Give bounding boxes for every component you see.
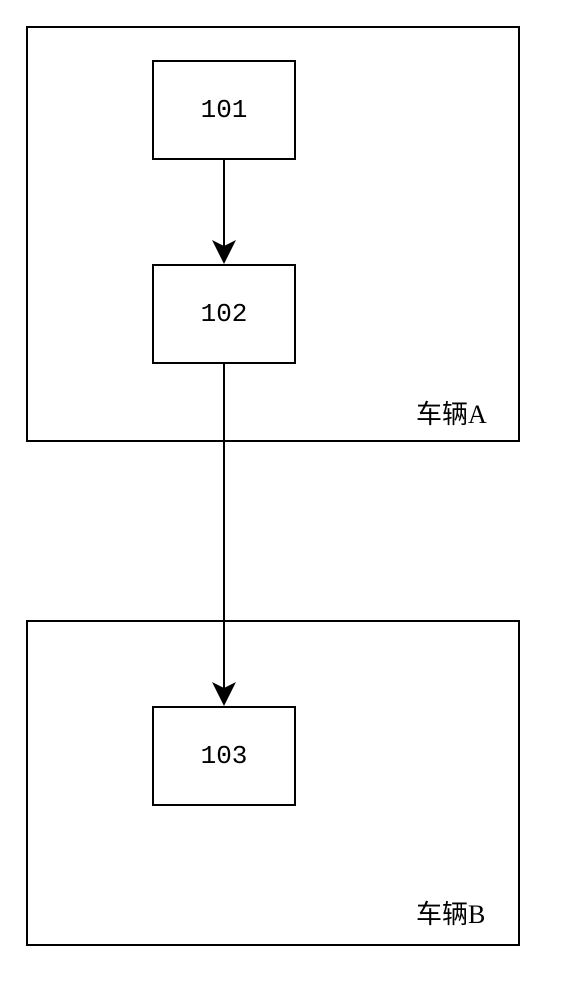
container-vehicle-b-label: 车辆B: [416, 894, 485, 931]
node-101-label: 101: [201, 95, 248, 125]
node-103: 103: [152, 706, 296, 806]
node-101: 101: [152, 60, 296, 160]
diagram-canvas: 车辆A 车辆B 101 102 103: [0, 0, 572, 1000]
node-103-label: 103: [201, 741, 248, 771]
node-102: 102: [152, 264, 296, 364]
node-102-label: 102: [201, 299, 248, 329]
container-vehicle-a-label: 车辆A: [416, 394, 487, 431]
